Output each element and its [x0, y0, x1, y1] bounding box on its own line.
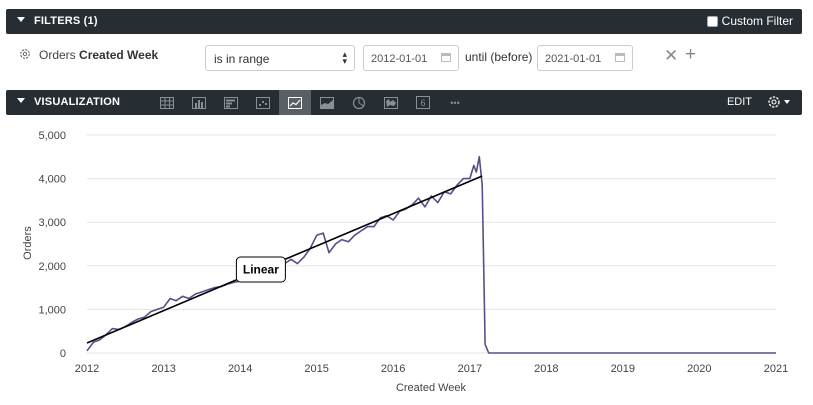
svg-text:Linear: Linear — [243, 262, 279, 276]
x-tick-label: 2017 — [458, 363, 482, 375]
end-date-value: 2021-01-01 — [545, 53, 602, 65]
table-icon[interactable] — [151, 90, 183, 115]
until-before-label: until (before) — [465, 50, 533, 64]
visualization-title: VISUALIZATION — [34, 96, 121, 108]
y-tick-label: 1,000 — [38, 304, 66, 316]
trendline-label: Linear — [235, 256, 286, 283]
pie-chart-icon[interactable] — [343, 90, 375, 115]
filter-operator-select[interactable]: is in range ▴ ▾ — [205, 45, 355, 71]
calendar-icon[interactable] — [441, 53, 451, 62]
x-tick-label: 2019 — [611, 363, 635, 375]
x-tick-label: 2013 — [151, 363, 175, 375]
column-chart-icon[interactable] — [183, 90, 215, 115]
x-tick-label: 2015 — [304, 363, 328, 375]
y-tick-label: 2,000 — [38, 261, 66, 273]
select-arrows-icon: ▴ ▾ — [342, 49, 347, 66]
y-axis-ticks: 0 1,000 2,000 3,000 4,000 5,000 — [38, 130, 66, 360]
y-tick-label: 4,000 — [38, 174, 66, 186]
orders-series-line[interactable] — [86, 156, 776, 354]
visualization-settings-gear-icon[interactable] — [767, 95, 790, 109]
visualization-header-bar[interactable]: VISUALIZATION 6 ••• EDIT — [6, 90, 802, 115]
filters-header-bar[interactable]: FILTERS (1) Custom Filter — [6, 9, 802, 34]
bar-chart-icon[interactable] — [215, 90, 247, 115]
visualization-type-toolbar: 6 ••• — [151, 90, 471, 115]
remove-filter-close-icon[interactable]: ✕ — [664, 46, 679, 65]
chart-grid — [87, 134, 776, 354]
start-date-input[interactable]: 2012-01-01 — [363, 45, 459, 71]
y-tick-label: 0 — [60, 348, 66, 360]
y-axis-label: Orders — [22, 226, 34, 260]
x-tick-label: 2012 — [75, 363, 99, 375]
x-axis-ticks: 2012 2013 2014 2015 2016 2017 2018 2019 2020 2021 — [75, 363, 788, 375]
y-tick-label: 3,000 — [38, 217, 66, 229]
chevron-down-icon[interactable] — [784, 100, 790, 104]
more-icon[interactable]: ••• — [450, 97, 460, 108]
collapse-caret-icon[interactable] — [17, 98, 25, 103]
single-value-icon[interactable]: 6 — [407, 90, 439, 115]
filter-row: Orders Created Week is in range ▴ ▾ 2012-… — [0, 44, 813, 72]
y-tick-label: 5,000 — [38, 130, 66, 142]
x-tick-label: 2020 — [687, 363, 711, 375]
x-tick-label: 2016 — [381, 363, 405, 375]
filters-title: FILTERS (1) — [34, 15, 98, 27]
map-icon[interactable] — [375, 90, 407, 115]
x-tick-label: 2021 — [764, 363, 788, 375]
add-filter-plus-icon[interactable]: + — [685, 44, 697, 65]
custom-filter-checkbox[interactable] — [706, 15, 718, 27]
filter-field-label: Orders Created Week — [39, 48, 158, 62]
collapse-caret-icon[interactable] — [17, 17, 25, 22]
line-chart-icon[interactable] — [279, 90, 311, 115]
start-date-value: 2012-01-01 — [371, 53, 428, 65]
filter-operator-value: is in range — [214, 52, 270, 66]
custom-filter-label: Custom Filter — [721, 14, 793, 28]
filter-field-prefix: Orders — [39, 48, 76, 62]
x-tick-label: 2014 — [228, 363, 252, 375]
area-chart-icon[interactable] — [311, 90, 343, 115]
end-date-input[interactable]: 2021-01-01 — [537, 45, 633, 71]
x-tick-label: 2018 — [534, 363, 558, 375]
edit-visualization-button[interactable]: EDIT — [726, 96, 752, 108]
x-axis-label: Created Week — [396, 382, 467, 394]
svg-text:6: 6 — [420, 98, 425, 108]
filter-options-gear-icon[interactable] — [19, 48, 31, 60]
custom-filter-toggle[interactable]: Custom Filter — [706, 14, 793, 28]
filter-field-name: Created Week — [79, 48, 159, 62]
calendar-icon[interactable] — [615, 53, 625, 62]
scatter-chart-icon[interactable] — [247, 90, 279, 115]
